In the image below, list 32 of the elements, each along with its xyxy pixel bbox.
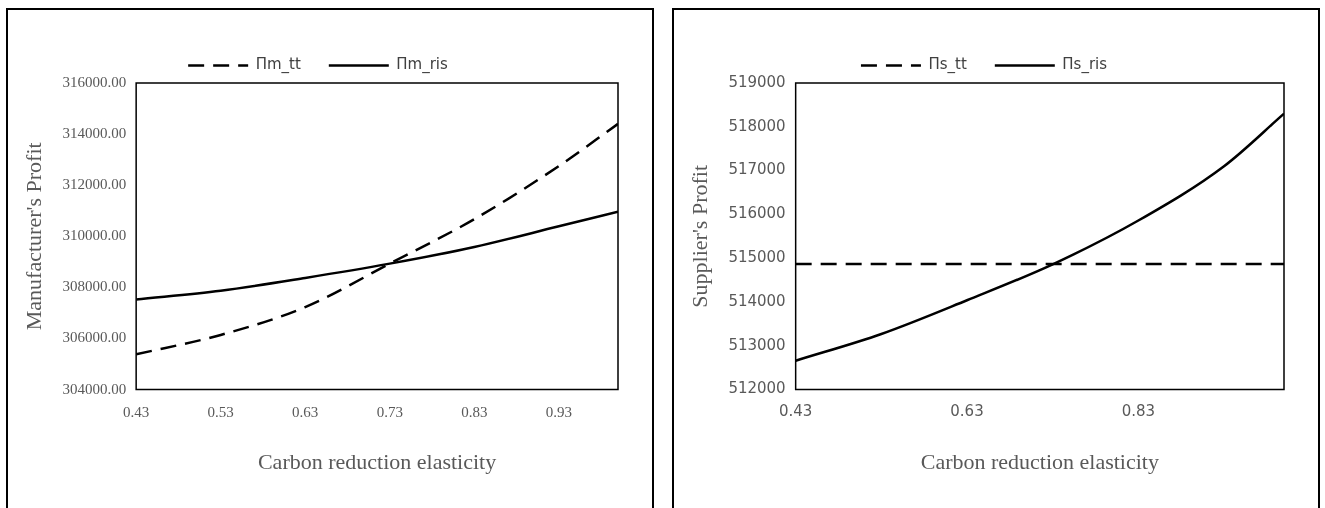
y-tick-label: 308000.00 [62,278,127,295]
x-tick-label: 0.43 [123,403,150,420]
x-tick-label: 0.93 [545,403,572,420]
y-tick-label: 512000 [728,379,786,398]
legend-label: Πm_tt [255,55,301,75]
x-tick-label: 0.63 [292,403,319,420]
legend-label: Πm_ris [396,55,449,75]
x-tick-label: 0.73 [376,403,403,420]
x-tick-label: 0.53 [207,403,234,420]
x-axis-title: Carbon reduction elasticity [257,448,497,474]
x-tick-label: 0.83 [461,403,488,420]
y-axis-title: Manufacturer's Profit [20,142,46,331]
x-tick-label: 0.83 [1121,402,1156,421]
legend-label: Πs_ris [1062,55,1108,75]
y-tick-label: 516000 [728,204,786,223]
y-tick-label: 513000 [728,335,786,354]
y-tick-label: 304000.00 [62,380,127,397]
y-tick-label: 514000 [728,291,786,310]
y-tick-label: 312000.00 [62,176,127,193]
y-tick-label: 517000 [728,160,786,179]
x-axis-title: Carbon reduction elasticity [920,448,1159,474]
y-tick-label: 518000 [728,116,786,135]
y-tick-label: 310000.00 [62,227,127,244]
y-tick-label: 316000.00 [62,73,127,90]
x-tick-label: 0.63 [950,402,984,421]
y-tick-label: 306000.00 [62,329,127,346]
y-axis-title: Supplier's Profit [686,164,712,308]
legend-label: Πs_tt [928,55,967,75]
x-tick-label: 0.43 [778,402,813,421]
y-tick-label: 515000 [728,248,786,267]
y-tick-label: 314000.00 [62,125,127,142]
y-tick-label: 519000 [728,72,786,91]
